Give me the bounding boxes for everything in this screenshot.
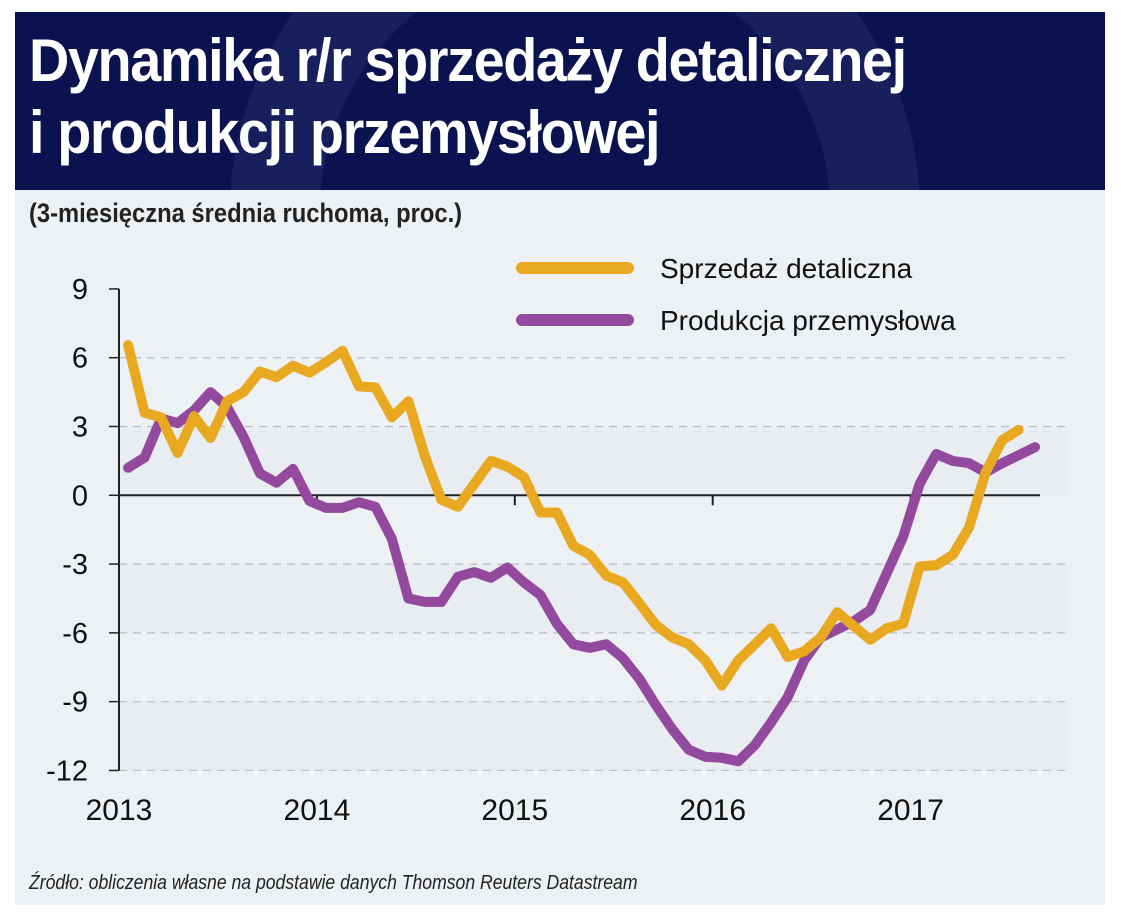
plot-band (119, 564, 1069, 633)
y-tick-label: -12 (46, 755, 88, 787)
legend: Sprzedaż detaliczna Produkcja przemysłowa (516, 253, 956, 336)
y-tick-label: -6 (62, 618, 88, 650)
x-tick-label: 2014 (284, 794, 351, 827)
source-note: Źródło: obliczenia własne na podstawie d… (29, 872, 638, 894)
gridlines (119, 357, 1070, 772)
x-tick-label: 2016 (679, 794, 746, 827)
header-banner: Dynamika r/r sprzedaży detalicznej i pro… (15, 12, 1105, 190)
y-tick-label: 9 (72, 274, 88, 306)
x-tick-label: 2017 (877, 794, 944, 827)
y-tick-label: -9 (62, 687, 88, 719)
legend-label: Sprzedaż detaliczna (660, 253, 913, 284)
title-line-1: Dynamika r/r sprzedaży detalicznej (29, 27, 907, 94)
y-tick-label: -3 (62, 549, 88, 581)
y-tick-label: 6 (72, 343, 88, 375)
title-line-2: i produkcji przemysłowej (29, 99, 660, 166)
plot-band (119, 701, 1069, 771)
y-tick-labels: 9 6 3 0 -3 -6 -9 -12 (46, 274, 88, 788)
chart-subtitle: (3-miesięczna średnia ruchoma, proc.) (29, 198, 463, 228)
legend-label: Produkcja przemysłowa (660, 305, 956, 336)
plot-band (119, 426, 1069, 496)
x-tick-label: 2013 (86, 794, 153, 827)
series-lines (123, 340, 1041, 767)
y-tick-label: 3 (72, 412, 88, 444)
series-line-sprzedaz (123, 340, 1024, 691)
x-tick-label: 2015 (481, 794, 548, 827)
series-line-produkcja (123, 387, 1041, 767)
x-tick-labels: 2013 2014 2015 2016 2017 (86, 794, 944, 827)
y-tick-label: 0 (72, 480, 88, 512)
